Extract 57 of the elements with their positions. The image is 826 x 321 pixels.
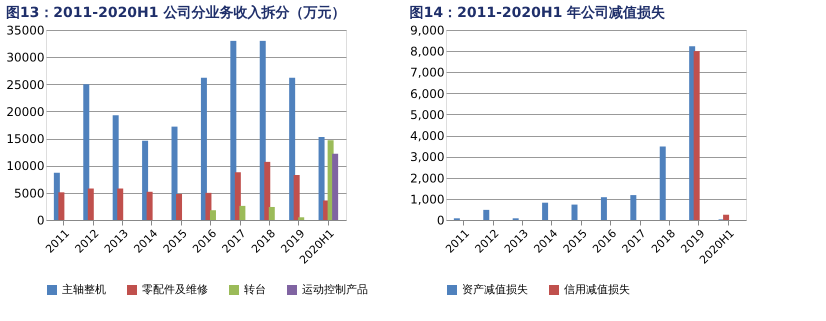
bar	[205, 192, 212, 220]
bar	[230, 40, 236, 220]
bar	[630, 195, 636, 220]
bar	[694, 51, 700, 220]
legend-label: 转台	[244, 283, 266, 296]
bar	[600, 197, 607, 220]
y-tick-label: 20000	[6, 104, 44, 119]
bar	[332, 154, 338, 220]
y-tick-label: 30000	[6, 50, 44, 65]
bar	[142, 140, 148, 220]
bar	[723, 214, 730, 220]
y-tick-label: 2,000	[410, 171, 444, 186]
y-tick-label: 35000	[6, 24, 44, 38]
bar	[58, 192, 64, 220]
y-tick-label: 4,000	[410, 129, 444, 144]
bar	[234, 172, 241, 220]
y-tick-label: 15000	[6, 132, 44, 146]
bar	[268, 206, 275, 220]
bar	[542, 202, 548, 220]
y-tick-label: 0	[436, 214, 444, 228]
legend-label: 信用减值损失	[564, 283, 630, 296]
y-tick-label: 6,000	[410, 86, 444, 101]
bar	[483, 210, 490, 220]
bar	[112, 115, 119, 220]
bar	[660, 146, 666, 220]
y-tick-label: 3,000	[410, 150, 444, 164]
bar	[88, 188, 94, 220]
bar	[210, 210, 216, 220]
y-tick-label: 9,000	[410, 24, 444, 38]
bar	[117, 188, 124, 220]
y-tick-label: 7,000	[410, 66, 444, 80]
bar	[200, 78, 207, 220]
y-tick-label: 5000	[14, 186, 44, 200]
bar	[239, 206, 246, 220]
chart-title: 图14：2011-2020H1 年公司减值损失	[410, 5, 666, 21]
y-tick-label: 1,000	[410, 192, 444, 206]
bar	[289, 78, 296, 220]
legend-label: 零配件及维修	[142, 283, 208, 296]
y-tick-label: 10000	[6, 159, 44, 174]
bar	[83, 84, 90, 220]
legend-label: 资产减值损失	[462, 283, 528, 296]
y-tick-label: 8,000	[410, 44, 444, 59]
bar	[146, 192, 153, 220]
bar	[264, 162, 270, 220]
bar	[260, 40, 266, 220]
y-tick-label: 25000	[6, 78, 44, 92]
bar	[294, 174, 300, 220]
legend-label: 主轴整机	[62, 283, 106, 296]
bar	[318, 136, 325, 220]
bar	[298, 217, 304, 220]
chart-title: 图13：2011-2020H1 公司分业务收入拆分（万元）	[6, 5, 346, 21]
bar	[572, 204, 578, 220]
legend-label: 运动控制产品	[302, 283, 368, 296]
y-tick-label: 5,000	[410, 108, 444, 122]
bar	[176, 194, 182, 220]
bar	[172, 126, 178, 220]
y-tick-label: 0	[36, 214, 44, 228]
